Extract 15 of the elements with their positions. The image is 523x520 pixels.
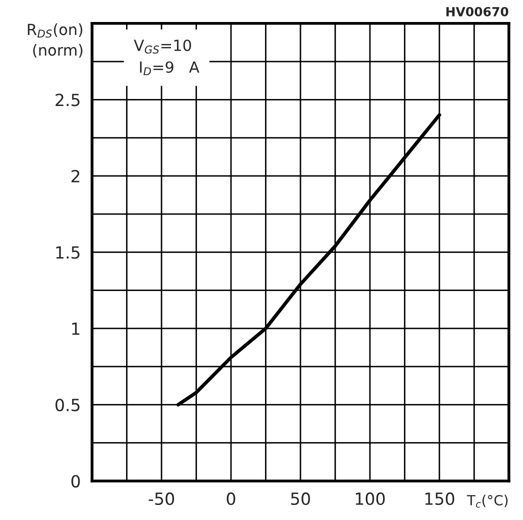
y-tick-label: 1 (72, 322, 80, 335)
x-axis-title: T$_{c}$(°C) (466, 494, 508, 508)
text: V$_{GS}$=10 I$_{D}$=9 A (134, 40, 200, 76)
x-tick-label: -50 (148, 492, 174, 506)
x-tick-label: 0 (226, 492, 236, 506)
y-tick-label: 2.5 (56, 94, 80, 106)
y-tick-label: 1.5 (56, 246, 80, 259)
y-tick-label: 0.5 (56, 398, 80, 412)
y-tick-label: 2 (72, 170, 80, 182)
y-axis-title: R$_{DS}$(on) (norm) (28, 23, 82, 58)
x-tick-label: 150 (425, 492, 454, 506)
text: HV00670 (446, 6, 508, 16)
y-tick-label: 0 (71, 474, 80, 488)
x-tick-label: 50 (291, 492, 310, 506)
x-tick-label: 100 (356, 492, 385, 506)
